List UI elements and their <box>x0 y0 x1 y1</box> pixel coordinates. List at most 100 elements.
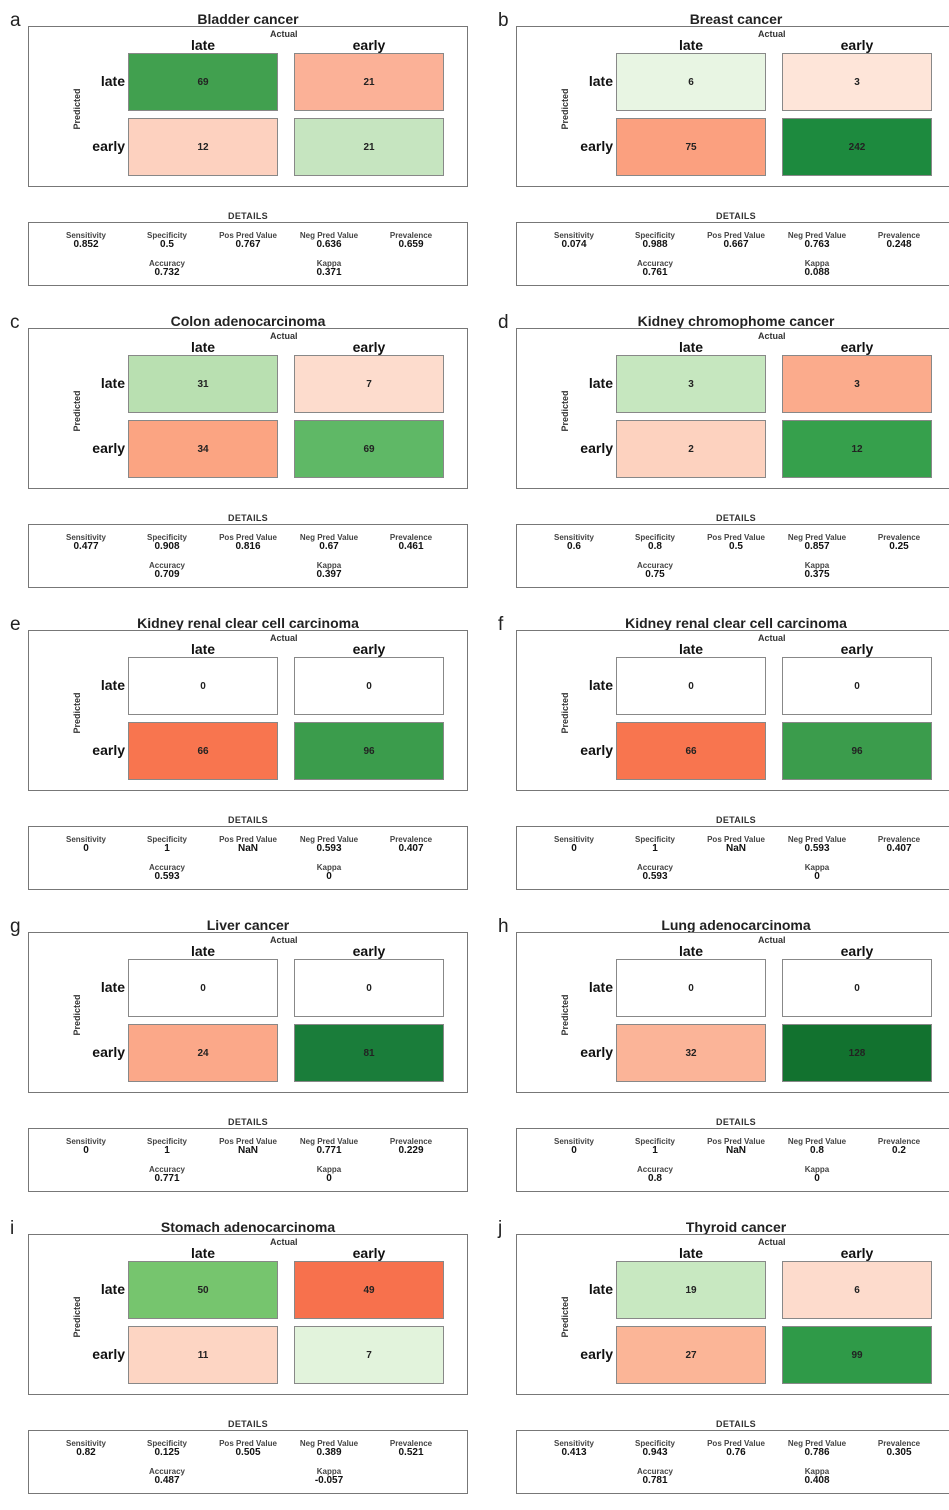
stat-value: NaN <box>725 843 746 854</box>
stat-kappa: Kappa 0 <box>775 1165 859 1184</box>
stat-label: Specificity <box>146 835 187 844</box>
stat-label: Specificity <box>634 1137 675 1146</box>
details-title: DETAILS <box>228 815 268 825</box>
stat-value: 0.248 <box>886 239 912 250</box>
details-box: Sensitivity 0.477 Specificity 0.908 Pos Pred… <box>28 524 468 588</box>
stat-label: Prevalence <box>877 1439 921 1448</box>
stat-npv: Neg Pred Value 0.771 <box>287 1137 371 1156</box>
stat-label: Pos Pred Value <box>219 1439 277 1448</box>
panel-letter: d <box>498 312 509 333</box>
column-label: late <box>190 943 216 959</box>
stat-label: Kappa <box>316 561 342 570</box>
stat-npv: Neg Pred Value 0.636 <box>287 231 371 250</box>
matrix-cell: 0 <box>128 657 278 715</box>
stat-value: 1 <box>652 843 658 854</box>
matrix-cell: 69 <box>128 53 278 111</box>
stat-value: 0 <box>571 1145 577 1156</box>
predicted-axis-label: Predicted <box>560 1296 570 1338</box>
stat-label: Neg Pred Value <box>299 1137 359 1146</box>
stat-label: Prevalence <box>389 835 433 844</box>
stat-value: 0.229 <box>398 1145 424 1156</box>
details-title: DETAILS <box>228 1419 268 1429</box>
stat-label: Accuracy <box>148 1165 186 1174</box>
stat-value: 0.521 <box>398 1447 424 1458</box>
stat-specificity: Specificity 0.943 <box>613 1439 697 1458</box>
stat-ppv: Pos Pred Value 0.667 <box>694 231 778 250</box>
actual-axis-label: Actual <box>758 29 786 39</box>
details-box: Sensitivity 0.6 Specificity 0.8 Pos Pred Val… <box>516 524 949 588</box>
matrix-cell: 75 <box>616 118 766 176</box>
stat-accuracy: Accuracy 0.771 <box>125 1165 209 1184</box>
stat-label: Prevalence <box>389 1137 433 1146</box>
stat-npv: Neg Pred Value 0.67 <box>287 533 371 552</box>
stat-label: Accuracy <box>148 259 186 268</box>
stat-value: 0.667 <box>723 239 749 250</box>
stat-sensitivity: Sensitivity 0.477 <box>44 533 128 552</box>
stat-prevalence: Prevalence 0.461 <box>369 533 453 552</box>
stat-accuracy: Accuracy 0.487 <box>125 1467 209 1486</box>
stat-value: 0.943 <box>642 1447 668 1458</box>
predicted-axis-label: Predicted <box>72 994 82 1036</box>
actual-axis-label: Actual <box>758 935 786 945</box>
details-box: Sensitivity 0 Specificity 1 Pos Pred Value Na… <box>28 1128 468 1192</box>
stat-npv: Neg Pred Value 0.763 <box>775 231 859 250</box>
stat-npv: Neg Pred Value 0.593 <box>287 835 371 854</box>
stat-value: 0.505 <box>235 1447 261 1458</box>
row-label: late <box>100 677 125 693</box>
stat-accuracy: Accuracy 0.781 <box>613 1467 697 1486</box>
column-label: late <box>678 37 704 53</box>
stat-sensitivity: Sensitivity 0 <box>44 1137 128 1156</box>
stat-value: 0.593 <box>804 843 830 854</box>
panel-title: Kidney renal clear cell carcinoma <box>625 615 847 631</box>
stat-kappa: Kappa 0.088 <box>775 259 859 278</box>
stat-value: 0.781 <box>642 1475 668 1486</box>
column-label: early <box>352 641 386 657</box>
stat-sensitivity: Sensitivity 0.6 <box>532 533 616 552</box>
row-label: early <box>92 138 125 154</box>
stat-value: 0.636 <box>316 239 342 250</box>
matrix-cell: 0 <box>616 657 766 715</box>
matrix-frame: Actual late early Predicted late early 0 0 66 96 <box>28 630 468 791</box>
predicted-axis-label: Predicted <box>72 88 82 130</box>
stat-prevalence: Prevalence 0.407 <box>857 835 941 854</box>
stat-value: 0.988 <box>642 239 668 250</box>
stat-value: 1 <box>164 1145 170 1156</box>
stat-label: Prevalence <box>389 1439 433 1448</box>
stat-prevalence: Prevalence 0.2 <box>857 1137 941 1156</box>
stat-npv: Neg Pred Value 0.389 <box>287 1439 371 1458</box>
stat-value: 0.763 <box>804 239 830 250</box>
stat-label: Specificity <box>146 1137 187 1146</box>
stat-value: 0.074 <box>561 239 587 250</box>
stat-label: Neg Pred Value <box>787 835 847 844</box>
predicted-axis-label: Predicted <box>72 390 82 432</box>
details-box: Sensitivity 0.82 Specificity 0.125 Pos Pred … <box>28 1430 468 1494</box>
actual-axis-label: Actual <box>758 633 786 643</box>
stat-label: Pos Pred Value <box>219 1137 277 1146</box>
stat-value: 0.75 <box>645 569 665 580</box>
stat-npv: Neg Pred Value 0.8 <box>775 1137 859 1156</box>
stat-label: Neg Pred Value <box>299 231 359 240</box>
stat-value: 0.593 <box>316 843 342 854</box>
panel-title: Colon adenocarcinoma <box>170 313 326 329</box>
panel-letter: f <box>498 614 504 635</box>
stat-value: 0.8 <box>810 1145 824 1156</box>
actual-axis-label: Actual <box>758 331 786 341</box>
stat-label: Kappa <box>316 1467 342 1476</box>
row-label: late <box>588 979 613 995</box>
stat-value: 0.407 <box>886 843 912 854</box>
stat-kappa: Kappa -0.057 <box>287 1467 371 1486</box>
row-label: early <box>580 138 613 154</box>
panel-letter: c <box>10 312 20 333</box>
stat-npv: Neg Pred Value 0.786 <box>775 1439 859 1458</box>
panel-letter: i <box>10 1218 15 1239</box>
stat-specificity: Specificity 0.5 <box>125 231 209 250</box>
predicted-axis-label: Predicted <box>560 994 570 1036</box>
predicted-axis-label: Predicted <box>72 1296 82 1338</box>
stat-specificity: Specificity 1 <box>613 835 697 854</box>
matrix-frame: Actual late early Predicted late early 0 0 24 81 <box>28 932 468 1093</box>
stat-label: Specificity <box>146 533 187 542</box>
row-label: late <box>588 73 613 89</box>
stat-sensitivity: Sensitivity 0 <box>532 835 616 854</box>
stat-value: 0.487 <box>154 1475 180 1486</box>
stat-value: 0.477 <box>73 541 99 552</box>
